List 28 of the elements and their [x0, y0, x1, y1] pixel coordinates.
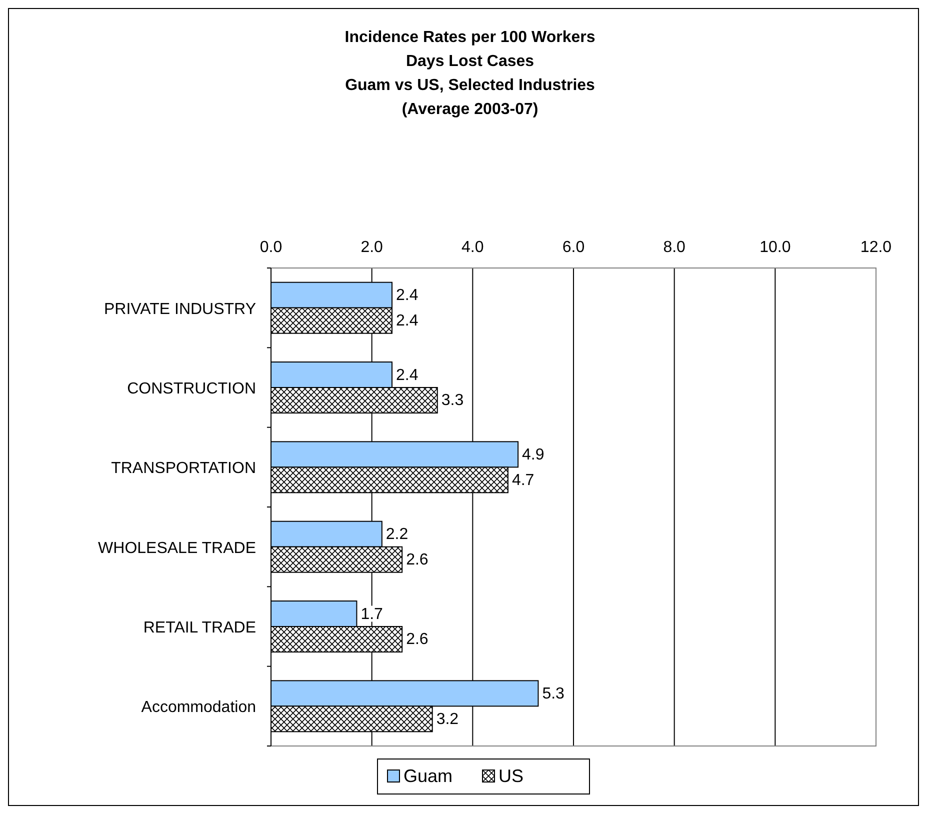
x-tick-label: 2.0	[360, 239, 384, 256]
data-label: 2.6	[406, 631, 428, 648]
data-label: 4.9	[522, 446, 544, 464]
legend-label: Guam	[404, 766, 453, 786]
data-label: 2.6	[406, 552, 428, 569]
data-label: 3.2	[436, 710, 459, 728]
chart-title: Incidence Rates per 100 Workers Days Lost Cases Guam vs US, Selected Industries (Average 2003-07)	[344, 29, 596, 118]
data-label: 2.2	[386, 526, 408, 544]
data-label: 5.3	[542, 685, 565, 702]
x-tick-label: 6.0	[562, 239, 585, 256]
data-label: 4.7	[512, 472, 534, 489]
legend-label: US	[498, 766, 524, 786]
data-label: 2.4	[396, 312, 418, 330]
y-tick-label: CONSTRUCTION	[127, 380, 256, 398]
y-tick-label: RETAIL TRADE	[143, 620, 256, 636]
data-label: 2.4	[396, 287, 418, 304]
y-tick-label: PRIVATE INDUSTRY	[104, 300, 256, 318]
x-tick-label: 12.0	[860, 239, 892, 256]
x-tick-label: 10.0	[760, 239, 791, 256]
y-tick-label: Accommodation	[141, 699, 256, 716]
x-tick-label: 0.0	[260, 239, 282, 256]
data-label: 1.7	[360, 606, 384, 623]
data-label: 2.4	[396, 366, 418, 384]
y-tick-label: WHOLESALE TRADE	[98, 540, 256, 557]
data-label: 3.3	[441, 392, 464, 410]
y-tick-label: TRANSPORTATION	[111, 460, 256, 478]
x-tick-label: 8.0	[663, 239, 686, 256]
x-tick-label: 4.0	[462, 239, 484, 256]
